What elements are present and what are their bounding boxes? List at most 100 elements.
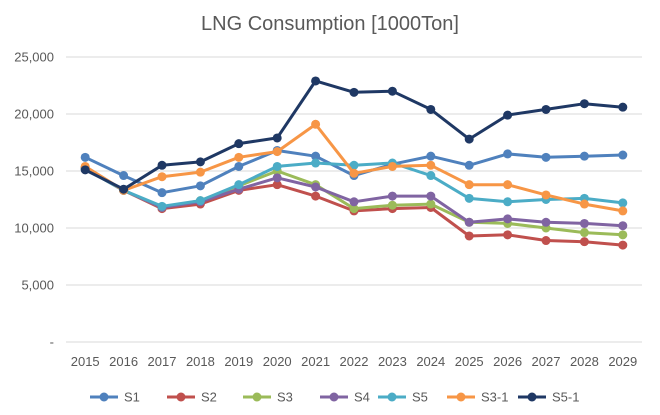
- data-point: [618, 240, 628, 250]
- y-tick-label: 20,000: [14, 107, 54, 122]
- data-point: [349, 87, 359, 97]
- data-point: [618, 221, 628, 231]
- data-point: [541, 217, 551, 227]
- chart-title: LNG Consumption [1000Ton]: [201, 13, 459, 35]
- data-point: [272, 180, 282, 190]
- data-point: [311, 158, 321, 168]
- data-point: [311, 76, 321, 86]
- data-point: [119, 184, 129, 194]
- series-s5-1: [80, 76, 628, 194]
- legend-item-s5: S5: [378, 390, 428, 405]
- y-axis-ticks: - 5,000 10,000 15,000 20,000 25,000: [14, 50, 54, 350]
- data-point: [426, 191, 436, 201]
- data-point: [195, 157, 205, 167]
- data-point: [503, 214, 513, 224]
- data-point: [234, 139, 244, 149]
- data-point: [426, 199, 436, 209]
- data-point: [464, 193, 474, 203]
- legend-label: S2: [201, 390, 217, 405]
- data-point: [426, 151, 436, 161]
- data-point: [387, 161, 397, 171]
- data-point: [541, 104, 551, 114]
- x-tick-label: 2026: [493, 354, 522, 369]
- x-tick-label: 2027: [532, 354, 561, 369]
- legend-marker: [456, 392, 466, 402]
- data-point: [579, 151, 589, 161]
- data-point: [579, 228, 589, 238]
- legend-label: S1: [124, 390, 140, 405]
- data-point: [195, 167, 205, 177]
- data-point: [387, 191, 397, 201]
- legend-marker: [329, 392, 339, 402]
- x-tick-label: 2028: [570, 354, 599, 369]
- data-point: [195, 196, 205, 206]
- data-point: [503, 110, 513, 120]
- data-point: [579, 199, 589, 209]
- y-tick-label: -: [50, 335, 54, 350]
- data-point: [349, 197, 359, 207]
- gridlines: [66, 56, 642, 343]
- data-point: [311, 119, 321, 129]
- data-point: [426, 160, 436, 170]
- data-point: [157, 160, 167, 170]
- x-tick-label: 2022: [340, 354, 369, 369]
- data-point: [426, 171, 436, 181]
- data-point: [387, 86, 397, 96]
- x-tick-label: 2024: [416, 354, 445, 369]
- data-point: [618, 102, 628, 112]
- y-tick-label: 15,000: [14, 164, 54, 179]
- data-point: [272, 161, 282, 171]
- data-point: [503, 149, 513, 159]
- legend-label: S3: [277, 390, 293, 405]
- data-point: [157, 188, 167, 198]
- legend-item-s2: S2: [167, 390, 217, 405]
- data-point: [426, 104, 436, 114]
- x-tick-label: 2025: [455, 354, 484, 369]
- y-tick-label: 5,000: [21, 278, 54, 293]
- data-point: [272, 133, 282, 143]
- legend-item-s4: S4: [320, 390, 370, 405]
- data-point: [349, 168, 359, 178]
- legend-marker: [99, 392, 109, 402]
- data-point: [272, 147, 282, 157]
- data-point: [579, 99, 589, 109]
- data-point: [157, 201, 167, 211]
- data-point: [464, 217, 474, 227]
- data-point: [503, 230, 513, 240]
- y-tick-label: 25,000: [14, 50, 54, 65]
- legend-marker: [387, 392, 397, 402]
- data-point: [503, 197, 513, 207]
- x-tick-label: 2021: [301, 354, 330, 369]
- x-tick-label: 2029: [608, 354, 637, 369]
- data-point: [464, 160, 474, 170]
- data-point: [541, 190, 551, 200]
- data-point: [464, 134, 474, 144]
- data-point: [234, 152, 244, 162]
- data-point: [157, 172, 167, 182]
- legend-marker: [176, 392, 186, 402]
- x-tick-label: 2020: [263, 354, 292, 369]
- legend-item-s5-1: S5-1: [518, 390, 579, 405]
- data-point: [541, 236, 551, 246]
- data-point: [272, 173, 282, 183]
- legend-marker: [252, 392, 262, 402]
- data-point: [195, 181, 205, 191]
- data-point: [387, 200, 397, 210]
- data-point: [579, 237, 589, 247]
- data-point: [234, 161, 244, 171]
- data-point: [234, 180, 244, 190]
- legend-item-s3-1: S3-1: [447, 390, 508, 405]
- data-point: [618, 206, 628, 216]
- data-point: [311, 151, 321, 161]
- x-tick-label: 2019: [224, 354, 253, 369]
- data-point: [464, 231, 474, 241]
- legend-label: S3-1: [481, 390, 508, 405]
- x-tick-label: 2016: [109, 354, 138, 369]
- x-tick-label: 2018: [186, 354, 215, 369]
- data-point: [119, 171, 129, 181]
- x-tick-label: 2023: [378, 354, 407, 369]
- legend-marker: [527, 392, 537, 402]
- x-tick-label: 2017: [148, 354, 177, 369]
- data-point: [80, 165, 90, 175]
- data-point: [80, 152, 90, 162]
